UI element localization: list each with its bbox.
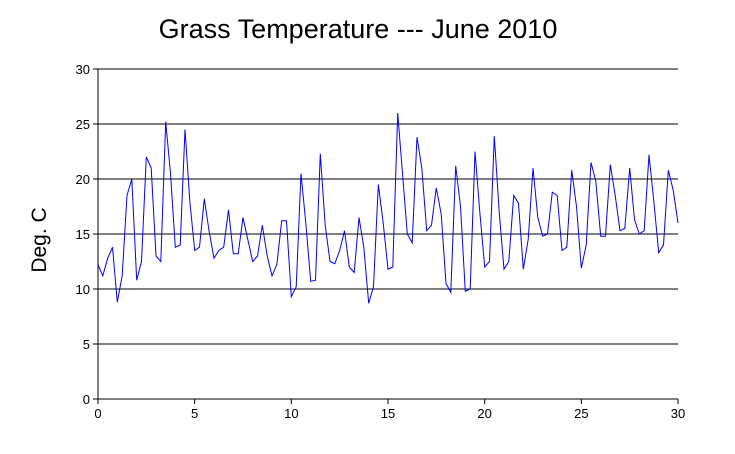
x-tick-label: 5 xyxy=(191,406,198,421)
y-tick-label: 10 xyxy=(76,282,90,297)
y-tick-label: 20 xyxy=(76,172,90,187)
y-tick-label: 25 xyxy=(76,117,90,132)
y-tick-label: 0 xyxy=(83,392,90,407)
x-tick-label: 15 xyxy=(381,406,395,421)
y-tick-label: 5 xyxy=(83,337,90,352)
axes xyxy=(93,68,679,404)
x-tick-label: 25 xyxy=(574,406,588,421)
x-tick-label: 10 xyxy=(284,406,298,421)
x-tick-label: 20 xyxy=(477,406,491,421)
series-line xyxy=(97,112,679,304)
y-tick-labels: 0 5 10 15 20 25 30 xyxy=(76,62,90,407)
x-tick-label: 30 xyxy=(671,406,685,421)
y-axis-label: Deg. C xyxy=(28,207,51,273)
x-tick-labels: 0 5 10 15 20 25 30 xyxy=(94,406,685,421)
x-tick-label: 0 xyxy=(94,406,101,421)
gridlines xyxy=(98,68,678,345)
y-tick-label: 30 xyxy=(76,62,90,77)
series-group xyxy=(97,112,679,304)
chart-title: Grass Temperature --- June 2010 xyxy=(158,14,558,44)
y-tick-label: 15 xyxy=(76,227,90,242)
